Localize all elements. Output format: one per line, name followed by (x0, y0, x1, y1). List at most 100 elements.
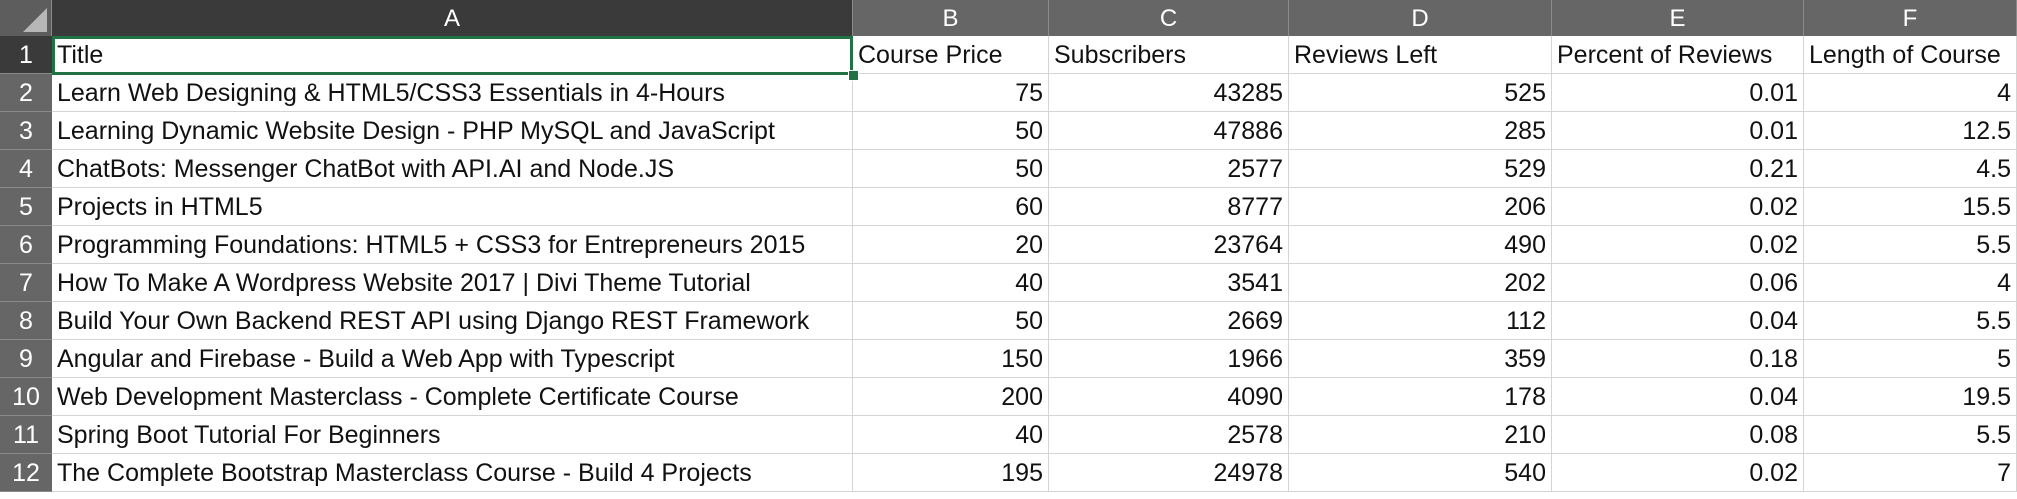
header-data-row: 1 Title Course Price Subscribers Reviews Lef… (0, 36, 2017, 74)
row-header-3[interactable]: 3 (0, 112, 52, 150)
cell-e3[interactable]: 0.01 (1552, 112, 1804, 150)
row-header-8[interactable]: 8 (0, 302, 52, 340)
cell-a7[interactable]: How To Make A Wordpress Website 2017 | D… (52, 264, 853, 302)
cell-c6[interactable]: 23764 (1049, 226, 1289, 264)
cell-d10[interactable]: 178 (1289, 378, 1552, 416)
select-all-button[interactable] (0, 0, 52, 36)
cell-f8[interactable]: 5.5 (1804, 302, 2017, 340)
row-header-2[interactable]: 2 (0, 74, 52, 112)
cell-f11[interactable]: 5.5 (1804, 416, 2017, 454)
cell-c9[interactable]: 1966 (1049, 340, 1289, 378)
row-header-12[interactable]: 12 (0, 454, 52, 492)
cell-f7[interactable]: 4 (1804, 264, 2017, 302)
cell-c11[interactable]: 2578 (1049, 416, 1289, 454)
table-row: 10 Web Development Masterclass - Complete… (0, 378, 2017, 416)
cell-c1[interactable]: Subscribers (1049, 36, 1289, 74)
cell-c4[interactable]: 2577 (1049, 150, 1289, 188)
column-header-e[interactable]: E (1552, 0, 1804, 36)
cell-e5[interactable]: 0.02 (1552, 188, 1804, 226)
row-header-10[interactable]: 10 (0, 378, 52, 416)
cell-f1[interactable]: Length of Course (1804, 36, 2017, 74)
cell-c12[interactable]: 24978 (1049, 454, 1289, 492)
cell-d1[interactable]: Reviews Left (1289, 36, 1552, 74)
select-all-triangle-icon (23, 8, 47, 32)
cell-b9[interactable]: 150 (853, 340, 1049, 378)
row-header-6[interactable]: 6 (0, 226, 52, 264)
cell-b1[interactable]: Course Price (853, 36, 1049, 74)
column-header-a[interactable]: A (52, 0, 853, 36)
cell-b2[interactable]: 75 (853, 74, 1049, 112)
cell-f9[interactable]: 5 (1804, 340, 2017, 378)
row-header-4[interactable]: 4 (0, 150, 52, 188)
cell-d8[interactable]: 112 (1289, 302, 1552, 340)
cell-d9[interactable]: 359 (1289, 340, 1552, 378)
cell-a11[interactable]: Spring Boot Tutorial For Beginners (52, 416, 853, 454)
cell-f5[interactable]: 15.5 (1804, 188, 2017, 226)
cell-e8[interactable]: 0.04 (1552, 302, 1804, 340)
column-header-d[interactable]: D (1289, 0, 1552, 36)
row-header-11[interactable]: 11 (0, 416, 52, 454)
cell-e4[interactable]: 0.21 (1552, 150, 1804, 188)
cell-d2[interactable]: 525 (1289, 74, 1552, 112)
cell-b5[interactable]: 60 (853, 188, 1049, 226)
cell-b7[interactable]: 40 (853, 264, 1049, 302)
row-header-5[interactable]: 5 (0, 188, 52, 226)
cell-b12[interactable]: 195 (853, 454, 1049, 492)
table-row: 5 Projects in HTML5 60 8777 206 0.02 15.5 (0, 188, 2017, 226)
cell-c3[interactable]: 47886 (1049, 112, 1289, 150)
row-header-9[interactable]: 9 (0, 340, 52, 378)
cell-c7[interactable]: 3541 (1049, 264, 1289, 302)
table-row: 3 Learning Dynamic Website Design - PHP M… (0, 112, 2017, 150)
cell-a3[interactable]: Learning Dynamic Website Design - PHP My… (52, 112, 853, 150)
cell-b10[interactable]: 200 (853, 378, 1049, 416)
cell-a1[interactable]: Title (52, 36, 853, 74)
cell-f12[interactable]: 7 (1804, 454, 2017, 492)
cell-a12[interactable]: The Complete Bootstrap Masterclass Cours… (52, 454, 853, 492)
cell-a4[interactable]: ChatBots: Messenger ChatBot with API.AI … (52, 150, 853, 188)
column-header-f[interactable]: F (1804, 0, 2017, 36)
table-row: 7 How To Make A Wordpress Website 2017 | … (0, 264, 2017, 302)
cell-b4[interactable]: 50 (853, 150, 1049, 188)
cell-f2[interactable]: 4 (1804, 74, 2017, 112)
cell-e7[interactable]: 0.06 (1552, 264, 1804, 302)
cell-d11[interactable]: 210 (1289, 416, 1552, 454)
cell-d4[interactable]: 529 (1289, 150, 1552, 188)
table-row: 9 Angular and Firebase - Build a Web App … (0, 340, 2017, 378)
row-header-1[interactable]: 1 (0, 36, 52, 74)
cell-b11[interactable]: 40 (853, 416, 1049, 454)
cell-b6[interactable]: 20 (853, 226, 1049, 264)
cell-c8[interactable]: 2669 (1049, 302, 1289, 340)
cell-e9[interactable]: 0.18 (1552, 340, 1804, 378)
cell-f10[interactable]: 19.5 (1804, 378, 2017, 416)
cell-f3[interactable]: 12.5 (1804, 112, 2017, 150)
cell-d12[interactable]: 540 (1289, 454, 1552, 492)
cell-f6[interactable]: 5.5 (1804, 226, 2017, 264)
cell-a5[interactable]: Projects in HTML5 (52, 188, 853, 226)
cell-a2[interactable]: Learn Web Designing & HTML5/CSS3 Essenti… (52, 74, 853, 112)
cell-d3[interactable]: 285 (1289, 112, 1552, 150)
cell-e1[interactable]: Percent of Reviews (1552, 36, 1804, 74)
column-header-c[interactable]: C (1049, 0, 1289, 36)
cell-e11[interactable]: 0.08 (1552, 416, 1804, 454)
cell-a9[interactable]: Angular and Firebase - Build a Web App w… (52, 340, 853, 378)
cell-e6[interactable]: 0.02 (1552, 226, 1804, 264)
cell-e10[interactable]: 0.04 (1552, 378, 1804, 416)
cell-e12[interactable]: 0.02 (1552, 454, 1804, 492)
cell-b3[interactable]: 50 (853, 112, 1049, 150)
cell-c10[interactable]: 4090 (1049, 378, 1289, 416)
cell-e2[interactable]: 0.01 (1552, 74, 1804, 112)
column-header-b[interactable]: B (853, 0, 1049, 36)
cell-c5[interactable]: 8777 (1049, 188, 1289, 226)
cell-a6[interactable]: Programming Foundations: HTML5 + CSS3 fo… (52, 226, 853, 264)
cell-a10[interactable]: Web Development Masterclass - Complete C… (52, 378, 853, 416)
cell-d5[interactable]: 206 (1289, 188, 1552, 226)
cell-a8[interactable]: Build Your Own Backend REST API using Dj… (52, 302, 853, 340)
cell-b8[interactable]: 50 (853, 302, 1049, 340)
cell-d6[interactable]: 490 (1289, 226, 1552, 264)
row-header-7[interactable]: 7 (0, 264, 52, 302)
cell-d7[interactable]: 202 (1289, 264, 1552, 302)
fill-handle[interactable] (848, 70, 859, 81)
cell-c2[interactable]: 43285 (1049, 74, 1289, 112)
cell-f4[interactable]: 4.5 (1804, 150, 2017, 188)
